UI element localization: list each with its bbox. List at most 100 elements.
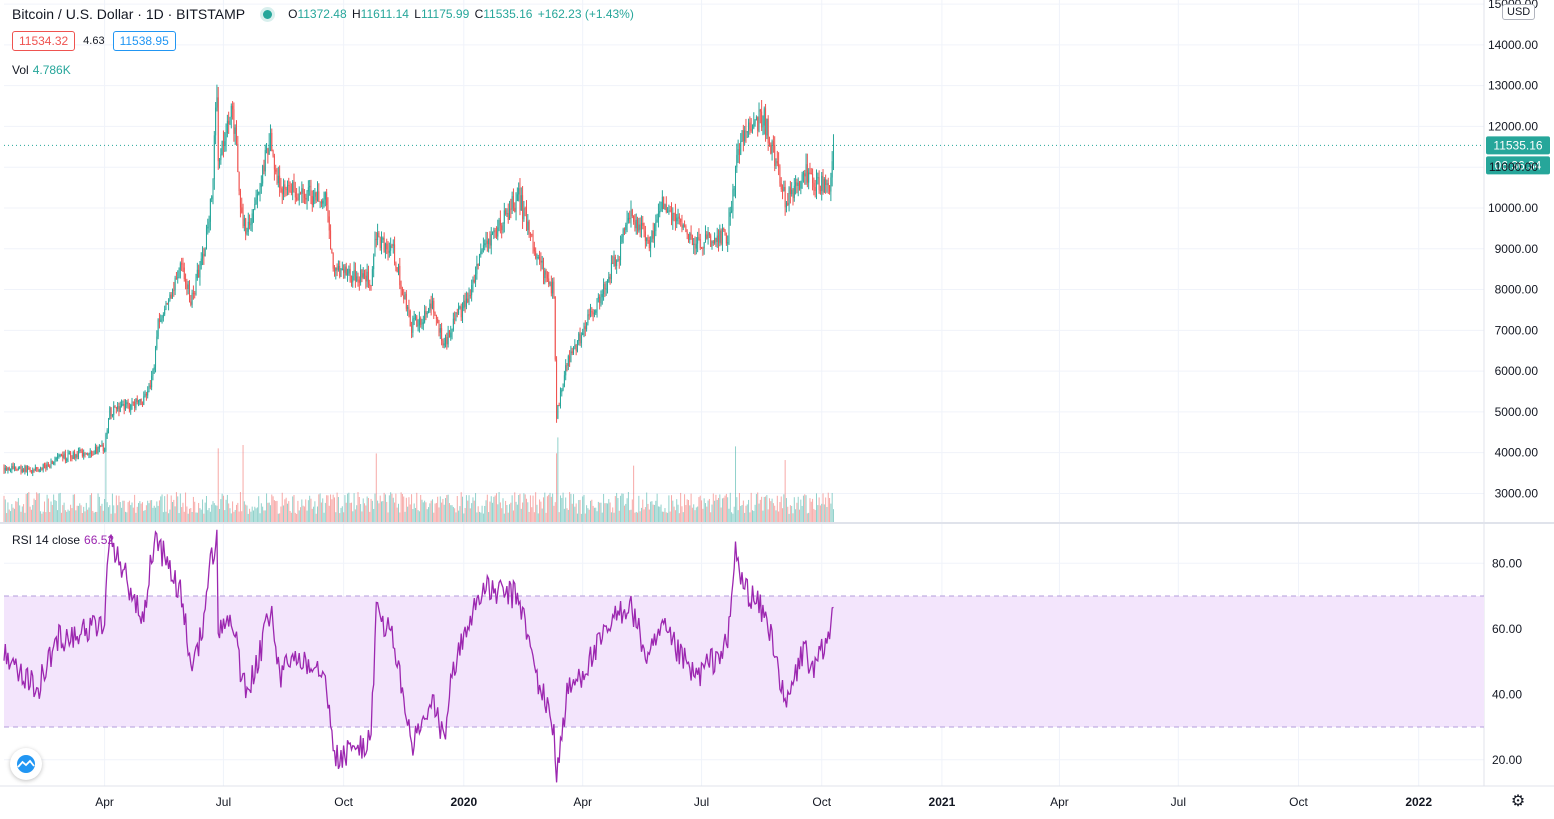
- volume-bar: [216, 505, 218, 522]
- candle-body: [772, 141, 774, 146]
- candle-body: [49, 466, 51, 468]
- gear-icon[interactable]: ⚙: [1510, 793, 1526, 810]
- candle-body: [396, 267, 398, 273]
- volume-bar: [539, 499, 541, 522]
- candle-body: [428, 310, 430, 313]
- volume-bar: [579, 499, 581, 522]
- rsi-legend[interactable]: RSI 14 close 66.52: [12, 533, 114, 547]
- volume-bar: [70, 504, 72, 522]
- candle-body: [38, 469, 40, 472]
- volume-bar: [676, 499, 678, 522]
- time-tick-label: Jul: [694, 795, 709, 809]
- volume-bar: [55, 500, 57, 522]
- candle-body: [383, 237, 385, 253]
- volume-bar: [664, 508, 666, 522]
- candle-body: [562, 386, 564, 390]
- candle-body: [441, 328, 443, 341]
- candle-body: [119, 406, 121, 412]
- candle-body: [360, 269, 362, 283]
- candle-body: [456, 312, 458, 314]
- volume-bar: [648, 509, 650, 522]
- candle-body: [196, 269, 198, 279]
- symbol-title[interactable]: Bitcoin / U.S. Dollar · 1D · BITSTAMP: [12, 6, 246, 22]
- volume-bar: [412, 509, 414, 522]
- volume-bar: [151, 500, 153, 522]
- candle-body: [501, 225, 503, 231]
- volume-bar: [340, 507, 342, 522]
- volume-bar: [609, 502, 611, 522]
- volume-bar: [378, 503, 380, 522]
- candle-body: [314, 192, 316, 197]
- candle-body: [233, 109, 235, 134]
- volume-bar: [438, 507, 440, 522]
- bid-price-button[interactable]: 11534.32: [12, 31, 76, 51]
- volume-bar: [621, 493, 623, 522]
- candle-body: [377, 232, 379, 240]
- volume-bar: [489, 501, 491, 522]
- volume-bar: [332, 494, 334, 522]
- volume-bar: [514, 492, 516, 522]
- volume-bar: [640, 507, 642, 522]
- candle-body: [358, 279, 360, 283]
- currency-button[interactable]: USD: [1502, 4, 1536, 20]
- candle-body: [305, 197, 307, 200]
- volume-bar: [271, 494, 273, 522]
- candle-body: [637, 219, 639, 231]
- close-key: C: [474, 7, 484, 21]
- last-price-tag[interactable]: [1486, 136, 1550, 155]
- volume-bar: [152, 507, 154, 522]
- volume-bar: [721, 498, 723, 522]
- volume-bar: [578, 500, 580, 522]
- volume-bar: [33, 498, 35, 522]
- candle-body: [275, 169, 277, 172]
- candle-body: [593, 312, 595, 315]
- ask-price-button[interactable]: 11538.95: [112, 31, 176, 51]
- candle-body: [286, 185, 288, 190]
- volume-bar: [463, 513, 465, 522]
- candle-body: [681, 221, 683, 228]
- volume-bar: [541, 508, 543, 522]
- candle-body: [482, 245, 484, 250]
- candle-body: [691, 235, 693, 245]
- volume-bar: [277, 513, 279, 522]
- volume-bar: [665, 512, 667, 522]
- volume-bar: [554, 502, 556, 522]
- volume-bar: [46, 494, 48, 522]
- volume-bar: [15, 501, 17, 522]
- volume-bar: [507, 512, 509, 522]
- volume-bar: [29, 506, 31, 522]
- volume-bar: [242, 444, 244, 522]
- candle-body: [477, 263, 479, 266]
- volume-bar: [592, 505, 594, 522]
- candle-body: [437, 319, 439, 324]
- candle-body: [698, 237, 700, 239]
- candle-body: [332, 253, 334, 269]
- candle-body: [758, 109, 760, 131]
- candle-body: [344, 266, 346, 273]
- volume-bar: [350, 502, 352, 522]
- volume-bar: [365, 505, 367, 522]
- candle-body: [509, 208, 511, 220]
- candlestick-series: [3, 84, 834, 477]
- candle-body: [805, 164, 807, 177]
- candle-body: [463, 300, 465, 309]
- candle-body: [283, 184, 285, 195]
- volume-bar: [374, 493, 376, 522]
- volume-bar: [707, 500, 709, 522]
- candle-body: [144, 393, 146, 397]
- candle-body: [523, 208, 525, 220]
- volume-legend[interactable]: Vol 4.786K: [12, 63, 71, 77]
- candle-body: [279, 175, 281, 189]
- volume-bar: [596, 511, 598, 522]
- volume-bar: [20, 511, 22, 522]
- candle-body: [226, 120, 228, 134]
- tradingview-logo-icon[interactable]: [10, 748, 42, 780]
- volume-bar: [779, 502, 781, 522]
- volume-bar: [311, 508, 313, 522]
- candle-body: [815, 178, 817, 192]
- volume-bar: [614, 496, 616, 522]
- candle-body: [573, 346, 575, 354]
- candle-body: [633, 216, 635, 222]
